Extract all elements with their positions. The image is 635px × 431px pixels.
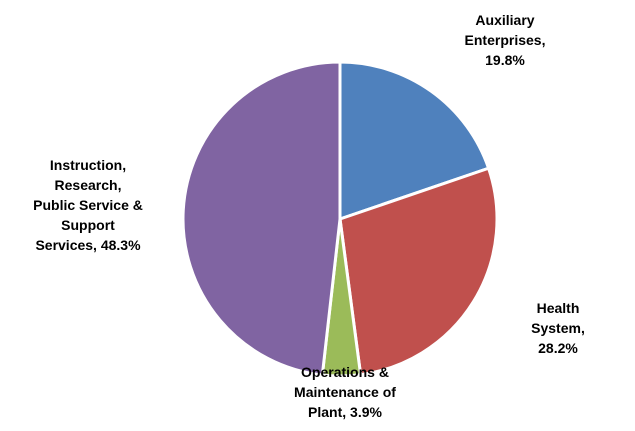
slice-label: Instruction, Research, Public Service & … [33,157,143,253]
slice-label: Operations & Maintenance of Plant, 3.9% [294,364,396,420]
pie-slice [181,60,342,377]
slice-label: Health System, 28.2% [531,300,585,356]
pie-slice [338,166,499,377]
slice-label: Auxiliary Enterprises, 19.8% [464,12,546,68]
